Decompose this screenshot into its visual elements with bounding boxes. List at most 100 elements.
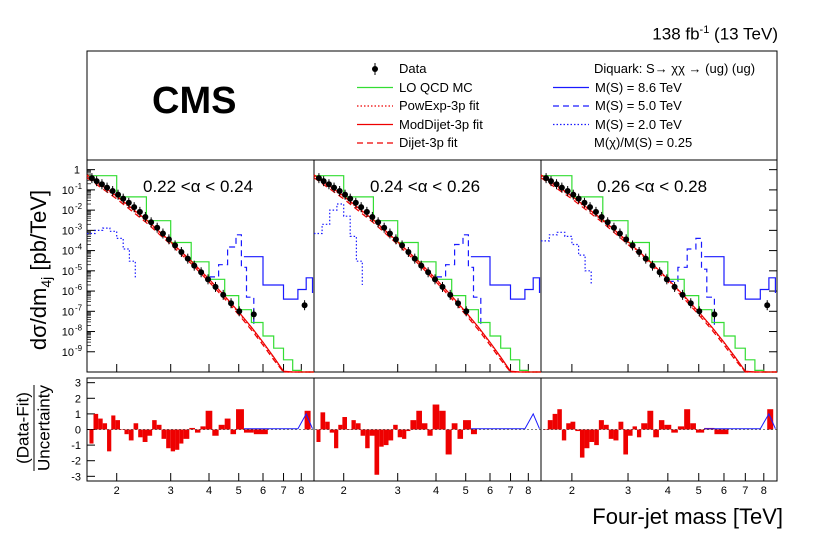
dijet-fit-curve: [313, 177, 541, 373]
ratio-bar: [388, 429, 394, 441]
y-tick-exponent: -8: [75, 324, 83, 333]
x-tick-label: 7: [742, 485, 748, 497]
data-point: [623, 236, 630, 243]
ratio-bar: [253, 429, 268, 435]
data-point: [399, 242, 406, 249]
ratio-y-tick-label: -1: [71, 440, 81, 452]
legend-label-right: M(χ)/M(S) = 0.25: [594, 135, 693, 150]
ratio-bar: [647, 410, 654, 430]
data-point: [205, 276, 212, 283]
ratio-bar: [653, 429, 659, 438]
ratio-bar: [224, 418, 231, 430]
ratio-bar: [598, 420, 604, 430]
data-point: [331, 184, 338, 191]
panel-alpha-label: 0.22 <α < 0.24: [143, 177, 254, 196]
ratio-bar: [360, 429, 366, 436]
y-title-unit: [pb/TeV]: [25, 189, 51, 277]
data-point: [663, 276, 670, 283]
ratio-bar: [416, 410, 422, 430]
data-point: [93, 178, 100, 185]
y-axis-title: dσ/dm4j [pb/TeV]: [26, 190, 54, 350]
data-point: [375, 219, 382, 226]
data-point: [616, 230, 623, 237]
ratio-bar: [179, 429, 184, 444]
ratio-bar: [445, 429, 452, 455]
legend-label-right: M(S) = 8.6 TeV: [595, 79, 682, 95]
data-point: [220, 291, 227, 298]
ratio-bar: [547, 420, 553, 430]
y-tick-label: 10: [62, 286, 74, 298]
ratio-bar: [561, 429, 567, 441]
x-tick-label: 8: [298, 485, 304, 497]
y-tick-label: 10: [62, 205, 74, 217]
data-point: [392, 236, 399, 243]
data-point: [325, 181, 332, 188]
x-tick-label: 7: [280, 485, 286, 497]
data-point: [104, 184, 111, 191]
luminosity-label: 138 fb-1 (13 TeV): [652, 24, 778, 45]
ratio-bar: [379, 429, 384, 447]
data-point: [764, 302, 771, 309]
ratio-bar: [383, 429, 389, 446]
panel-alpha-label: 0.26 <α < 0.28: [597, 177, 708, 196]
signal-5tev-curve: [209, 234, 255, 326]
data-point: [455, 300, 462, 307]
x-tick-label: 6: [487, 485, 493, 497]
data-point: [447, 291, 454, 298]
data-point: [656, 269, 663, 276]
y-title-main: dσ/dm: [25, 287, 51, 351]
data-point: [184, 255, 191, 262]
ratio-bar: [427, 429, 433, 436]
ratio-bar: [714, 429, 729, 435]
x-tick-label: 5: [236, 485, 242, 497]
data-point: [363, 208, 370, 215]
data-point: [115, 191, 122, 198]
ratio-bar: [470, 429, 477, 435]
ratio-bar: [161, 429, 167, 439]
dijet-fit-curve: [86, 177, 314, 373]
x-tick-label: 2: [114, 485, 120, 497]
x-tick-label: 7: [507, 485, 513, 497]
ratio-bar: [89, 429, 94, 444]
data-point: [558, 184, 565, 191]
data-point: [336, 188, 343, 195]
signal-2tev-curve: [541, 231, 592, 285]
data-point: [136, 208, 143, 215]
y-tick-label: 10: [62, 225, 74, 237]
ratio-bar: [684, 409, 691, 430]
ratio-y-tick-label: -2: [71, 456, 81, 468]
y-title-sub: 4j: [38, 276, 55, 288]
ratio-bar: [93, 413, 99, 430]
ratio-bar: [194, 429, 201, 433]
ratio-bar: [351, 420, 356, 430]
data-point: [369, 213, 376, 220]
data-point: [88, 175, 95, 182]
data-point: [463, 308, 470, 315]
ratio-bar: [183, 429, 190, 439]
experiment-label: CMS: [152, 80, 237, 122]
data-point: [172, 242, 179, 249]
ratio-bar: [138, 429, 143, 438]
ratio-bar: [636, 429, 642, 438]
data-point: [120, 195, 127, 202]
data-point: [649, 262, 656, 269]
data-point: [98, 181, 105, 188]
x-tick-label: 4: [433, 485, 439, 497]
y-tick-label: 10: [62, 266, 74, 278]
ratio-title-denominator: Uncertainty: [34, 385, 54, 471]
data-point: [687, 300, 694, 307]
luminosity-exponent: -1: [699, 24, 710, 36]
ratio-bar: [120, 429, 125, 430]
data-point: [301, 302, 308, 309]
ratio-bar: [543, 429, 548, 430]
ratio-bar: [133, 423, 139, 430]
data-point: [604, 219, 611, 226]
ratio-bar: [690, 423, 696, 430]
x-tick-label: 2: [341, 485, 347, 497]
qcd-mc-curve: [314, 175, 541, 373]
data-point: [711, 311, 718, 318]
ratio-bar: [142, 429, 148, 442]
data-point: [553, 181, 560, 188]
ratio-bar: [677, 426, 685, 430]
ratio-bar: [212, 429, 219, 436]
